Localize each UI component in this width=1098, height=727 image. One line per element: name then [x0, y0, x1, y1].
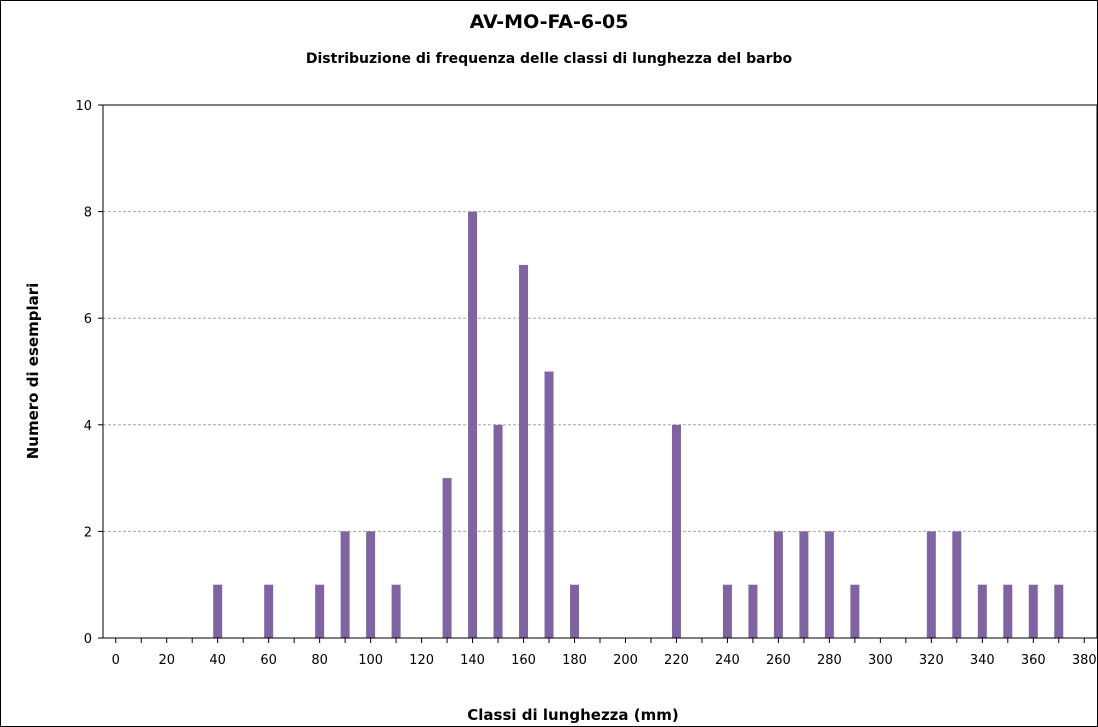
plot-area-border — [102, 104, 1097, 639]
x-tick-label-380: 380 — [1072, 653, 1097, 668]
bar-130 — [442, 478, 452, 638]
bar-110 — [391, 584, 401, 638]
bar-80 — [315, 584, 325, 638]
x-tick-label-160: 160 — [511, 653, 536, 668]
chart-subtitle: Distribuzione di frequenza delle classi … — [306, 51, 793, 67]
x-tick-label-260: 260 — [766, 653, 791, 668]
x-tick-label-280: 280 — [817, 653, 842, 668]
x-tick-label-180: 180 — [562, 653, 587, 668]
bar-90 — [340, 531, 350, 638]
bar-140 — [468, 211, 478, 638]
x-tick-label-120: 120 — [409, 653, 434, 668]
x-tick-label-340: 340 — [970, 653, 995, 668]
y-tick-label-10: 10 — [75, 99, 92, 114]
bar-170 — [544, 371, 554, 638]
bar-320 — [926, 531, 936, 638]
y-axis-label: Numero di esemplari — [24, 283, 42, 460]
bar-150 — [493, 424, 503, 638]
bar-330 — [952, 531, 962, 638]
y-tick-label-0: 0 — [84, 632, 92, 647]
bar-280 — [824, 531, 834, 638]
x-tick-label-80: 80 — [311, 653, 328, 668]
x-tick-label-60: 60 — [260, 653, 277, 668]
x-tick-label-320: 320 — [919, 653, 944, 668]
bar-270 — [799, 531, 809, 638]
x-tick-label-100: 100 — [358, 653, 383, 668]
bar-160 — [519, 264, 529, 638]
bar-40 — [213, 584, 223, 638]
bar-340 — [977, 584, 987, 638]
bar-60 — [264, 584, 274, 638]
bar-360 — [1028, 584, 1038, 638]
x-tick-label-40: 40 — [209, 653, 226, 668]
y-tick-label-6: 6 — [84, 312, 92, 327]
y-tick-label-8: 8 — [84, 206, 92, 221]
x-tick-label-220: 220 — [664, 653, 689, 668]
y-tick-label-4: 4 — [84, 419, 92, 434]
x-tick-label-240: 240 — [715, 653, 740, 668]
bar-290 — [850, 584, 860, 638]
chart-title: AV-MO-FA-6-05 — [470, 11, 629, 33]
x-tick-label-360: 360 — [1021, 653, 1046, 668]
x-axis-label: Classi di lunghezza (mm) — [467, 706, 678, 724]
x-tick-label-300: 300 — [868, 653, 893, 668]
x-tick-label-20: 20 — [158, 653, 175, 668]
bar-250 — [748, 584, 758, 638]
bar-series — [213, 211, 1064, 638]
x-tick-label-140: 140 — [460, 653, 485, 668]
bar-370 — [1054, 584, 1064, 638]
x-tick-label-200: 200 — [613, 653, 638, 668]
gridlines — [103, 211, 1097, 532]
y-tick-label-2: 2 — [84, 525, 92, 540]
bar-350 — [1003, 584, 1013, 638]
bar-240 — [722, 584, 732, 638]
bar-100 — [366, 531, 376, 638]
axes — [98, 104, 1097, 643]
x-tick-label-0: 0 — [112, 653, 120, 668]
bar-260 — [773, 531, 783, 638]
bar-220 — [671, 424, 681, 638]
bar-180 — [570, 584, 580, 638]
